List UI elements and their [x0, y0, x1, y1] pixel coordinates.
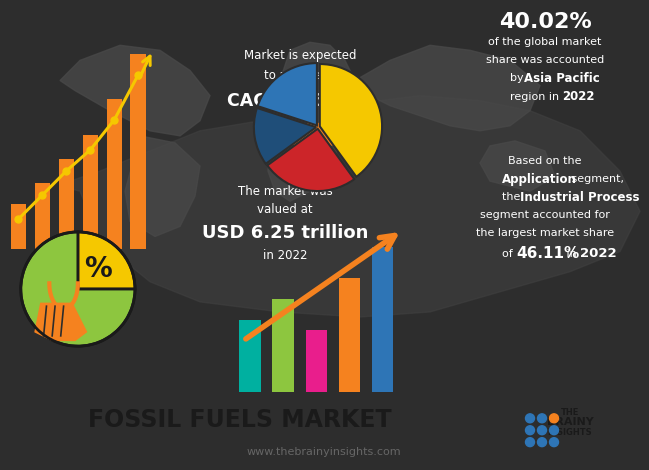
Text: in: in [563, 249, 580, 259]
Text: CAGR of 6.03%: CAGR of 6.03% [227, 92, 373, 110]
Text: 46.11%: 46.11% [516, 246, 580, 261]
Circle shape [537, 426, 546, 435]
Text: segment,: segment, [568, 174, 624, 184]
Bar [34, 183, 50, 249]
Text: USD 6.25 trillion: USD 6.25 trillion [202, 225, 368, 243]
Bar [10, 204, 26, 249]
Text: THE: THE [561, 408, 579, 417]
Polygon shape [355, 45, 540, 131]
Circle shape [526, 438, 535, 446]
Polygon shape [60, 95, 640, 317]
Text: region in: region in [510, 92, 563, 102]
Text: Industrial Process: Industrial Process [520, 191, 639, 204]
Circle shape [526, 414, 535, 423]
Text: Asia Pacific: Asia Pacific [524, 72, 600, 85]
Bar [339, 278, 360, 392]
Text: 40.02%: 40.02% [498, 12, 591, 32]
Wedge shape [267, 129, 354, 191]
Text: 2022: 2022 [580, 247, 617, 260]
Polygon shape [125, 136, 200, 236]
Polygon shape [480, 141, 555, 191]
Circle shape [526, 426, 535, 435]
Bar [58, 159, 74, 249]
Circle shape [550, 414, 559, 423]
Text: the largest market share: the largest market share [476, 228, 614, 238]
Text: FOSSIL FUELS MARKET: FOSSIL FUELS MARKET [88, 408, 392, 432]
Ellipse shape [256, 124, 380, 145]
Text: INSIGHTS: INSIGHTS [548, 428, 593, 437]
Bar [82, 135, 98, 249]
Text: The market was: The market was [238, 185, 332, 198]
Wedge shape [21, 232, 135, 346]
Text: Based on the: Based on the [508, 156, 582, 166]
Text: the: the [502, 192, 524, 202]
Text: of the global market: of the global market [488, 37, 602, 47]
Text: by: by [510, 73, 527, 84]
Wedge shape [320, 64, 382, 177]
Text: valued at: valued at [257, 203, 313, 216]
Bar [372, 247, 393, 392]
Bar [273, 299, 294, 392]
Text: Market is expected: Market is expected [244, 49, 356, 62]
Text: BRAINY: BRAINY [546, 417, 593, 427]
Text: www.thebrainyinsights.com: www.thebrainyinsights.com [247, 447, 401, 457]
Text: of: of [502, 249, 516, 259]
Bar [106, 99, 122, 249]
Bar [306, 330, 327, 392]
Circle shape [537, 414, 546, 423]
Polygon shape [35, 303, 86, 340]
Text: to register a: to register a [263, 69, 336, 82]
Circle shape [537, 438, 546, 446]
Bar [239, 320, 261, 392]
Text: 2022: 2022 [562, 90, 594, 103]
Circle shape [550, 438, 559, 446]
Text: Application: Application [502, 172, 577, 186]
Polygon shape [60, 45, 210, 136]
Text: %: % [84, 255, 112, 283]
Circle shape [550, 426, 559, 435]
Polygon shape [268, 42, 355, 201]
Text: in 2022: in 2022 [263, 249, 307, 262]
Wedge shape [258, 63, 317, 125]
Text: share was accounted: share was accounted [486, 55, 604, 65]
Wedge shape [78, 232, 135, 289]
Text: segment accounted for: segment accounted for [480, 211, 610, 220]
Wedge shape [254, 108, 316, 164]
Bar [130, 54, 146, 249]
